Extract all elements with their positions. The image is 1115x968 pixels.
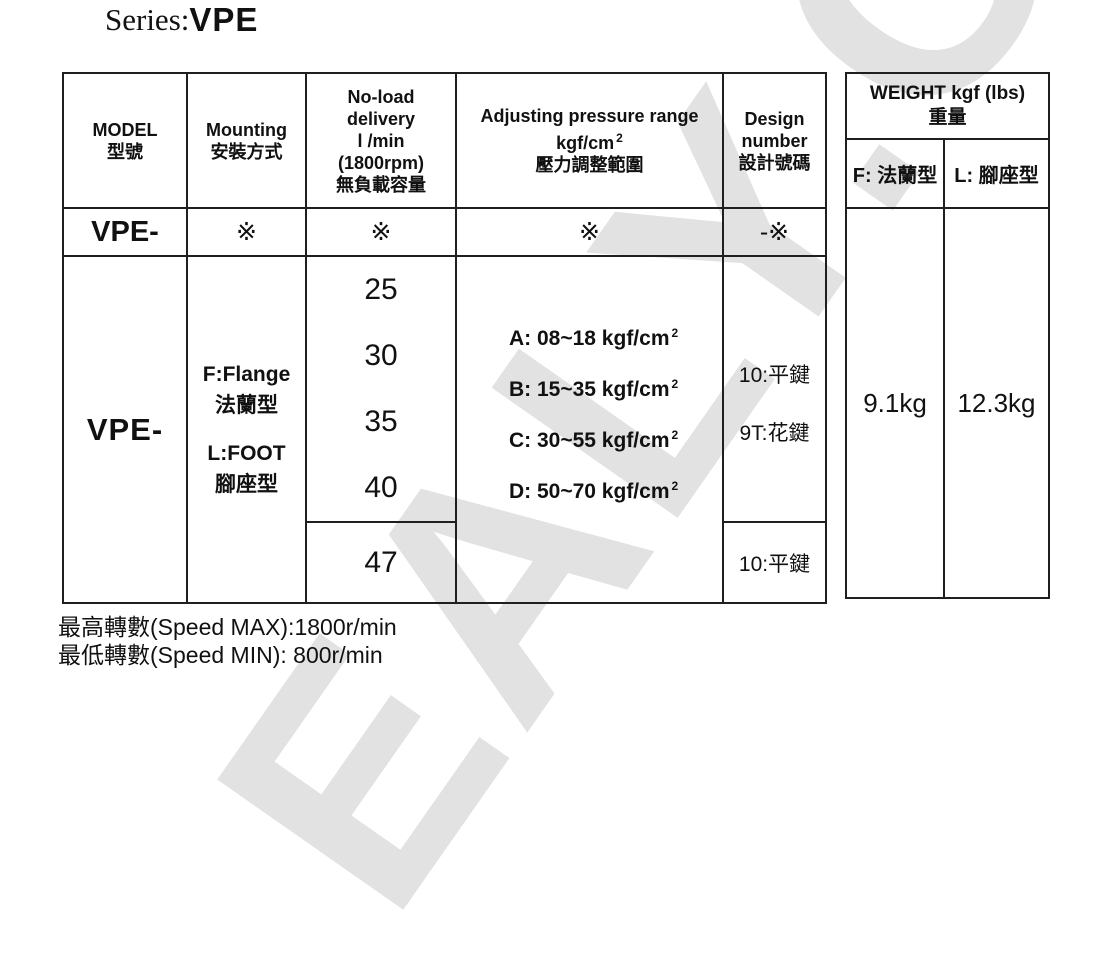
weight-col-foot: L: 腳座型 bbox=[943, 138, 1050, 209]
header-delivery-zh: 無負載容量 bbox=[336, 174, 426, 195]
page-title: Series: VPE bbox=[105, 0, 258, 40]
weight-header-cell: WEIGHT kgf (lbs) 重量 bbox=[845, 72, 1050, 140]
delivery-value: 25 bbox=[364, 273, 398, 306]
header-cell-design: Design number 設計號碼 bbox=[722, 72, 827, 209]
data-cell-delivery-main: 25 30 35 40 bbox=[305, 255, 457, 523]
speed-notes: 最高轉數(Speed MAX):1800r/min 最低轉數(Speed MIN… bbox=[58, 613, 397, 669]
header-pressure-line1: Adjusting pressure range bbox=[480, 106, 699, 126]
header-model-en: MODEL bbox=[92, 119, 158, 140]
data-cell-mounting: F:Flange 法蘭型 L:FOOT 腳座型 bbox=[186, 255, 307, 604]
symbol-row-pressure: ※ bbox=[455, 207, 724, 257]
pressure-superscript: 2 bbox=[616, 131, 623, 145]
weight-value-flange: 9.1kg bbox=[845, 207, 945, 599]
symbol-row-delivery: ※ bbox=[305, 207, 457, 257]
weight-value-foot: 12.3kg bbox=[943, 207, 1050, 599]
mounting-foot-en: L:FOOT bbox=[207, 442, 286, 465]
speed-max-note: 最高轉數(Speed MAX):1800r/min bbox=[58, 614, 397, 640]
header-delivery-line2: delivery bbox=[346, 108, 416, 129]
series-label: Series: bbox=[105, 2, 190, 37]
symbol-row-design: -※ bbox=[722, 207, 827, 257]
catalog-page: { "watermark": { "text": "EALY.C", "colo… bbox=[58, 0, 1115, 968]
header-delivery-line4: (1800rpm) bbox=[337, 152, 425, 173]
spec-table: MODEL 型號 Mounting 安裝方式 No-load delivery … bbox=[62, 72, 827, 604]
mounting-flange-en: F:Flange bbox=[202, 363, 291, 386]
mounting-flange-option: F:Flange 法蘭型 bbox=[188, 359, 305, 421]
delivery-value: 40 bbox=[364, 471, 398, 504]
pressure-option-d: D: 50~70 kgf/cm 2 bbox=[509, 478, 679, 503]
header-delivery-line1: No-load bbox=[347, 86, 415, 107]
symbol-row-mounting: ※ bbox=[186, 207, 307, 257]
pressure-option-c: C: 30~55 kgf/cm 2 bbox=[509, 427, 679, 452]
header-cell-delivery: No-load delivery l /min (1800rpm) 無負載容量 bbox=[305, 72, 457, 209]
mounting-flange-zh: 法蘭型 bbox=[215, 394, 278, 417]
speed-min-note: 最低轉數(Speed MIN): 800r/min bbox=[58, 642, 383, 668]
header-cell-pressure: Adjusting pressure range kgf/cm 2 壓力調整範圍 bbox=[455, 72, 724, 209]
header-mounting-en: Mounting bbox=[206, 119, 287, 140]
pressure-option-a: A: 08~18 kgf/cm 2 bbox=[509, 325, 679, 350]
header-cell-mounting: Mounting 安裝方式 bbox=[186, 72, 307, 209]
header-pressure-unit: kgf/cm 2 bbox=[556, 131, 623, 153]
pressure-option-b: B: 15~35 kgf/cm 2 bbox=[509, 376, 679, 401]
header-model-zh: 型號 bbox=[107, 141, 143, 162]
header-mounting-zh: 安裝方式 bbox=[210, 141, 283, 162]
header-design-line2: number bbox=[741, 130, 808, 151]
symbol-row-model: VPE- bbox=[62, 207, 188, 257]
header-delivery-line3: l /min bbox=[357, 130, 405, 151]
data-cell-design-main: 10:平鍵 9T:花鍵 bbox=[722, 255, 827, 523]
delivery-value: 30 bbox=[364, 339, 398, 372]
series-value: VPE bbox=[189, 1, 259, 38]
data-cell-pressure: A: 08~18 kgf/cm 2 B: 15~35 kgf/cm 2 C: 30~… bbox=[455, 255, 724, 604]
header-pressure-zh: 壓力調整範圍 bbox=[535, 155, 644, 175]
pressure-option-superscript: 2 bbox=[671, 478, 679, 493]
design-option: 10:平鍵 bbox=[738, 364, 811, 387]
data-cell-model: VPE- bbox=[62, 255, 188, 604]
weight-col-flange: F: 法蘭型 bbox=[845, 138, 945, 209]
pressure-option-superscript: 2 bbox=[671, 376, 679, 391]
pressure-option-superscript: 2 bbox=[671, 325, 679, 340]
weight-title-zh: 重量 bbox=[928, 107, 967, 128]
weight-title-en: WEIGHT kgf (lbs) bbox=[869, 83, 1026, 104]
weight-table: WEIGHT kgf (lbs) 重量 F: 法蘭型 L: 腳座型 9.1kg … bbox=[845, 72, 1050, 599]
delivery-value: 35 bbox=[364, 405, 398, 438]
header-design-zh: 設計號碼 bbox=[738, 152, 811, 173]
mounting-foot-option: L:FOOT 腳座型 bbox=[188, 438, 305, 500]
data-cell-design-extra: 10:平鍵 bbox=[722, 521, 827, 604]
design-option: 9T:花鍵 bbox=[739, 422, 810, 445]
pressure-option-superscript: 2 bbox=[671, 427, 679, 442]
header-design-line1: Design bbox=[744, 108, 805, 129]
mounting-foot-zh: 腳座型 bbox=[215, 473, 278, 496]
header-cell-model: MODEL 型號 bbox=[62, 72, 188, 209]
data-cell-delivery-extra: 47 bbox=[305, 521, 457, 604]
